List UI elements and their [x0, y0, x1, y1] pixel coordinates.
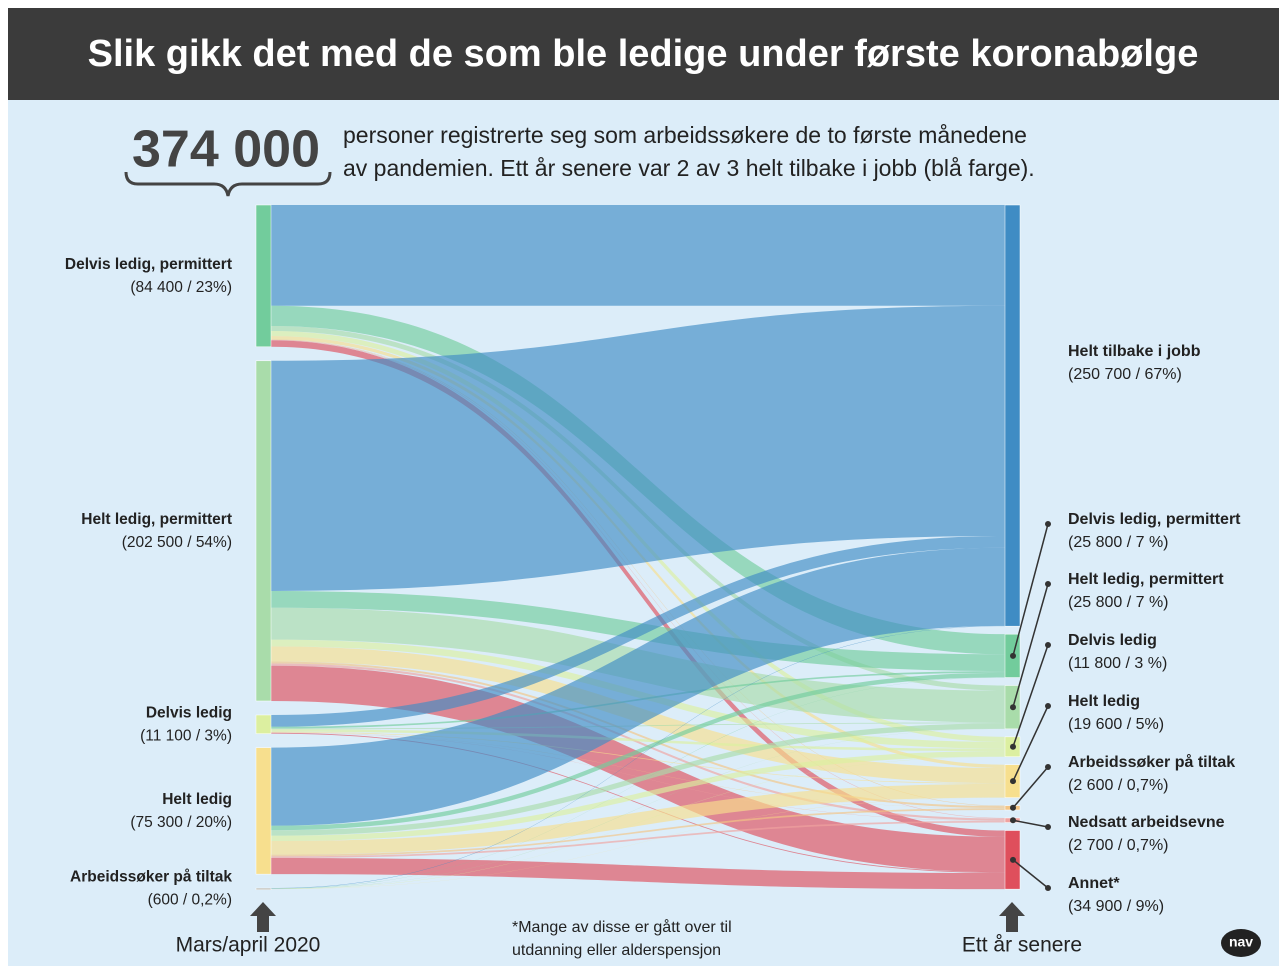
flow [271, 535, 1005, 727]
left-axis-label: Mars/april 2020 [176, 934, 321, 957]
leader-line [1012, 583, 1049, 708]
leader-dot [1010, 652, 1016, 659]
flow [271, 672, 1005, 831]
node-value-label: (2 600 / 0,7%) [1068, 777, 1169, 794]
node-value-label: (84 400 / 23%) [130, 279, 232, 296]
footnote: *Mange av disse er gått over til [512, 918, 732, 936]
node [255, 714, 272, 734]
flow [271, 858, 1005, 890]
flow [271, 728, 1005, 889]
node-label: Nedsatt arbeidsevne [1068, 814, 1225, 831]
flow [271, 751, 1005, 842]
node-value-label: (2 700 / 0,7%) [1068, 837, 1169, 854]
right-axis-label: Ett år senere [962, 934, 1082, 957]
logo-badge [1221, 929, 1261, 957]
leader-dot [1010, 804, 1016, 811]
node [1004, 204, 1021, 627]
node-label: Helt ledig [162, 791, 232, 808]
description-line: av pandemien. Ett år senere var 2 av 3 h… [343, 155, 1035, 181]
flows [271, 205, 1005, 890]
node-label: Arbeidssøker på tiltak [1068, 753, 1235, 771]
flow [271, 732, 1005, 821]
node-value-label: (11 100 / 3%) [140, 727, 232, 744]
flow [271, 729, 1005, 752]
logo-text: nav [1229, 934, 1253, 950]
description-line: personer registrerte seg som arbeidssøke… [343, 122, 1027, 148]
flow [271, 731, 1005, 784]
leader-dot [1045, 824, 1051, 830]
node-value-label: (34 900 / 9%) [1068, 898, 1164, 915]
flow [271, 723, 1005, 836]
flow [271, 340, 1005, 837]
flow [271, 625, 1005, 889]
flow [271, 783, 1005, 855]
leader-line [1012, 859, 1049, 889]
node-value-label: (11 800 / 3 %) [1068, 655, 1167, 672]
leader-line [1012, 644, 1049, 748]
leader-dot [1045, 885, 1051, 891]
flow [271, 732, 1005, 809]
leader-dot [1010, 856, 1016, 863]
flow [271, 722, 1005, 730]
chart-title: Slik gikk det med de som ble ledige unde… [88, 33, 1199, 75]
node [255, 360, 272, 702]
flow [271, 547, 1005, 826]
node-label: Helt ledig, permittert [81, 511, 232, 528]
node-label: Delvis ledig, permittert [1068, 511, 1241, 528]
leader-dot [1045, 581, 1051, 587]
leader-dot [1045, 521, 1051, 527]
leader-dot [1045, 642, 1051, 648]
title-bar [8, 8, 1279, 100]
node-value-label: (600 / 0,2%) [148, 892, 232, 909]
flow [271, 677, 1005, 889]
leader-line [1012, 766, 1049, 809]
node-label: Annet* [1068, 875, 1120, 892]
node-value-label: (25 800 / 7 %) [1068, 534, 1169, 551]
flow [271, 339, 1005, 807]
leader-dot [1010, 778, 1016, 785]
flow [271, 820, 1005, 859]
flow [271, 339, 1005, 819]
node-label: Delvis ledig [1068, 632, 1157, 649]
logo: nav [1221, 929, 1261, 957]
node [255, 204, 272, 348]
brace [124, 171, 332, 197]
flow [271, 663, 1005, 821]
flow [271, 732, 1005, 874]
node-label: Delvis ledig [146, 704, 232, 721]
node-value-label: (19 600 / 5%) [1068, 716, 1164, 733]
flow [271, 661, 1005, 809]
flow [271, 205, 1005, 306]
node-value-label: (202 500 / 54%) [122, 534, 232, 551]
headline-number: 374 000 [132, 121, 320, 179]
leader-dot [1010, 743, 1016, 750]
node-value-label: (250 700 / 67%) [1068, 366, 1182, 383]
node-value-label: (25 800 / 7 %) [1068, 594, 1169, 611]
footnote: utdanning eller alderspensjon [512, 942, 721, 959]
leader-dot [1010, 704, 1016, 711]
node-value-label: (75 300 / 20%) [130, 814, 232, 831]
node-label: Helt ledig, permittert [1068, 571, 1224, 588]
leader-dot [1045, 764, 1051, 770]
node [255, 887, 272, 890]
leader-line [1012, 819, 1049, 828]
flow [271, 808, 1005, 857]
leader-line [1012, 705, 1049, 782]
flow [271, 756, 1005, 889]
flow [271, 305, 1005, 591]
node [255, 747, 272, 875]
node-label: Arbeidssøker på tiltak [70, 869, 232, 886]
arrow [250, 902, 276, 932]
leader-dot [1045, 703, 1051, 709]
flow [271, 665, 1005, 873]
leader-dot [1010, 817, 1016, 824]
leader-line [1012, 523, 1049, 657]
arrow [999, 902, 1025, 932]
node-label: Helt ledig [1068, 693, 1140, 710]
flow [271, 797, 1005, 890]
node-label: Helt tilbake i jobb [1068, 343, 1201, 360]
node-label: Delvis ledig, permittert [65, 256, 232, 273]
